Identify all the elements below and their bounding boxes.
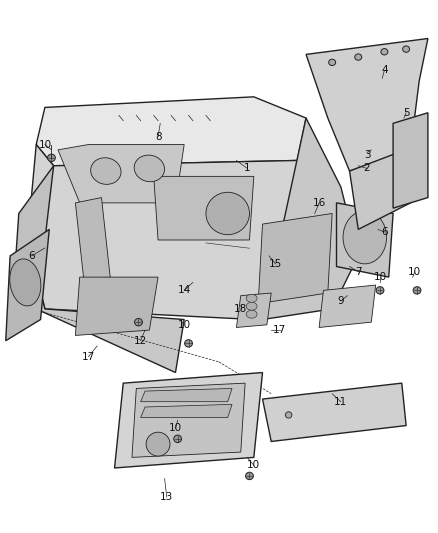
Ellipse shape: [328, 59, 336, 66]
Polygon shape: [58, 144, 184, 203]
Text: 11: 11: [334, 397, 347, 407]
Ellipse shape: [246, 472, 253, 480]
Text: 10: 10: [39, 140, 52, 150]
Text: 16: 16: [312, 198, 326, 208]
Ellipse shape: [91, 158, 121, 184]
Ellipse shape: [376, 287, 384, 294]
Ellipse shape: [413, 287, 421, 294]
Polygon shape: [154, 176, 254, 240]
Polygon shape: [28, 240, 184, 373]
Text: 8: 8: [155, 132, 161, 142]
Text: 1: 1: [244, 164, 251, 173]
Polygon shape: [115, 373, 262, 468]
Text: 2: 2: [364, 164, 370, 173]
Ellipse shape: [246, 294, 257, 302]
Text: 7: 7: [355, 267, 362, 277]
Text: 13: 13: [160, 492, 173, 502]
Ellipse shape: [381, 49, 388, 55]
Text: 6: 6: [381, 227, 388, 237]
Polygon shape: [28, 144, 332, 319]
Ellipse shape: [185, 340, 192, 347]
Text: 3: 3: [364, 150, 370, 160]
Polygon shape: [262, 118, 358, 319]
Polygon shape: [75, 198, 110, 282]
Ellipse shape: [343, 211, 387, 264]
Ellipse shape: [355, 54, 362, 60]
Text: 18: 18: [234, 304, 247, 314]
Polygon shape: [6, 229, 49, 341]
Text: 17: 17: [273, 325, 286, 335]
Polygon shape: [132, 383, 245, 457]
Polygon shape: [319, 285, 376, 327]
Polygon shape: [336, 203, 393, 277]
Polygon shape: [237, 293, 271, 327]
Ellipse shape: [47, 154, 55, 161]
Text: 10: 10: [408, 267, 421, 277]
Polygon shape: [350, 144, 419, 229]
Ellipse shape: [146, 432, 170, 456]
Ellipse shape: [403, 46, 410, 52]
Polygon shape: [258, 214, 332, 304]
Ellipse shape: [134, 155, 165, 182]
Polygon shape: [141, 405, 232, 418]
Text: 10: 10: [374, 272, 387, 282]
Polygon shape: [262, 383, 406, 441]
Text: 6: 6: [28, 251, 35, 261]
Ellipse shape: [286, 412, 292, 418]
Text: 12: 12: [134, 336, 147, 346]
Text: 17: 17: [82, 352, 95, 361]
Polygon shape: [141, 389, 232, 402]
Ellipse shape: [134, 318, 142, 326]
Text: 10: 10: [169, 423, 182, 433]
Text: 5: 5: [403, 108, 410, 118]
Polygon shape: [75, 277, 158, 335]
Polygon shape: [393, 113, 428, 208]
Ellipse shape: [206, 192, 250, 235]
Polygon shape: [306, 38, 428, 171]
Polygon shape: [14, 166, 53, 309]
Ellipse shape: [246, 302, 257, 310]
Text: 10: 10: [247, 461, 260, 470]
Text: 9: 9: [338, 296, 344, 306]
Ellipse shape: [246, 310, 257, 318]
Ellipse shape: [10, 259, 41, 306]
Ellipse shape: [174, 435, 182, 442]
Text: 4: 4: [381, 66, 388, 75]
Polygon shape: [36, 97, 306, 166]
Text: 15: 15: [269, 259, 282, 269]
Text: 14: 14: [177, 285, 191, 295]
Text: 10: 10: [178, 320, 191, 330]
